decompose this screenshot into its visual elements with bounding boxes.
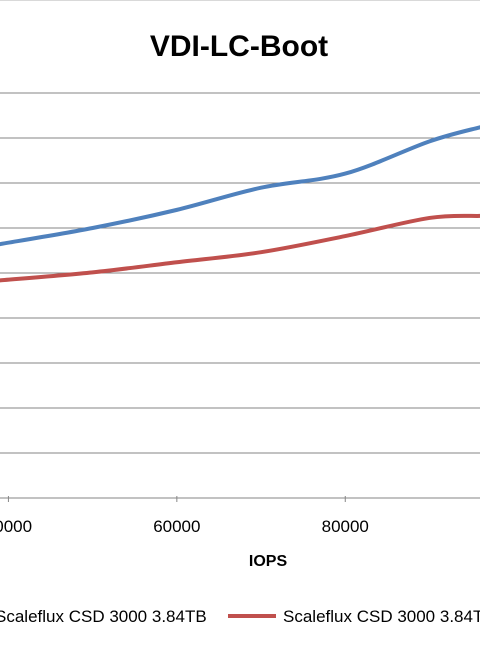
x-axis-tick-labels: 40000 60000 80000 — [0, 496, 369, 536]
grid-lines — [0, 92, 480, 499]
legend-label: Scaleflux CSD 3000 3.84TB — [283, 607, 480, 626]
x-axis-label: IOPS — [249, 553, 288, 570]
legend-item-1: Scaleflux CSD 3000 3.84TB — [0, 607, 207, 626]
series-line-1 — [0, 125, 480, 247]
x-tick-label: 80000 — [322, 517, 369, 536]
x-tick-label: 60000 — [153, 517, 200, 536]
x-tick-label: 40000 — [0, 517, 32, 536]
legend-item-2: Scaleflux CSD 3000 3.84TB — [228, 607, 480, 626]
chart-title: VDI-LC-Boot — [150, 30, 328, 63]
series-lines — [0, 125, 480, 283]
series-line-2 — [0, 213, 480, 283]
legend-label: Scaleflux CSD 3000 3.84TB — [0, 607, 207, 626]
legend: Scaleflux CSD 3000 3.84TB Scaleflux CSD 3… — [0, 607, 480, 626]
